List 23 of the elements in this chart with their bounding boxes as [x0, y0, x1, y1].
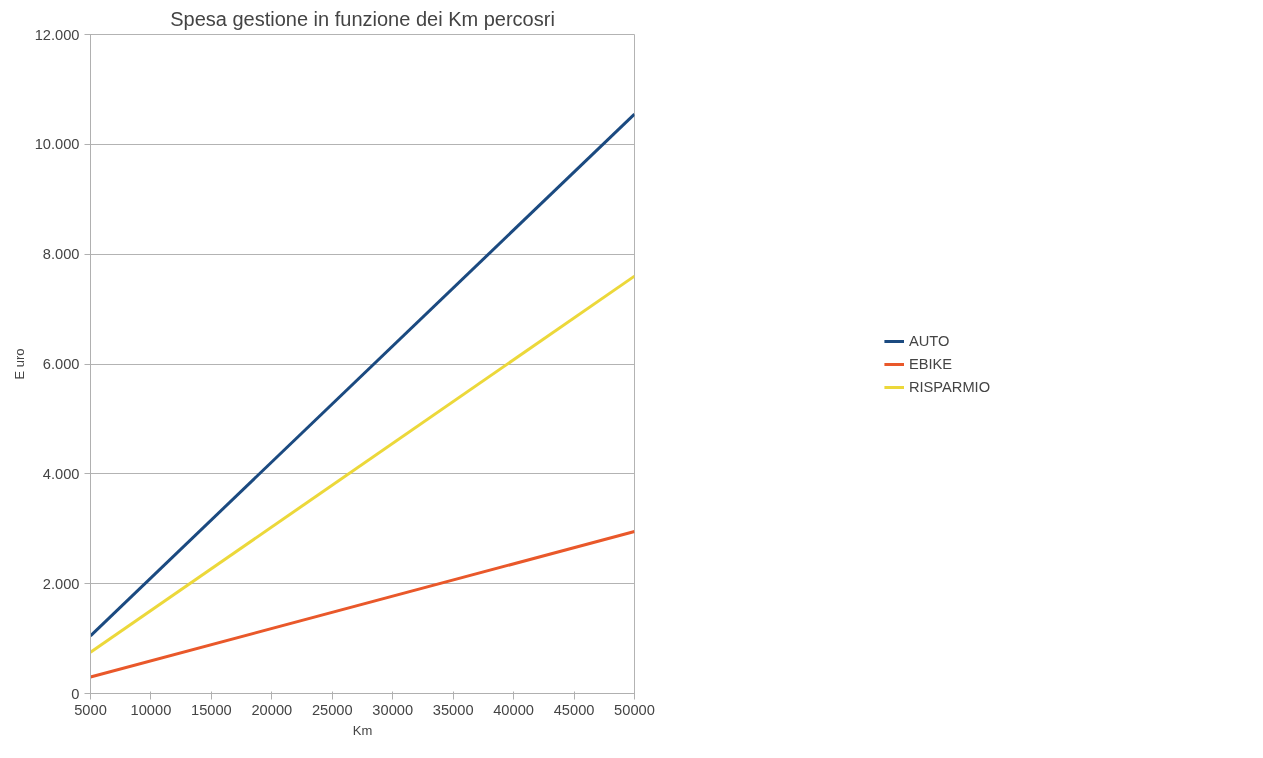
- y-tick-label: 8.000: [42, 246, 80, 263]
- chart-title: Spesa gestione in funzione dei Km percosri: [170, 7, 555, 30]
- x-tick-label: 15000: [191, 701, 232, 718]
- x-tick-label: 50000: [614, 701, 655, 718]
- y-tick-label: 10.000: [34, 136, 80, 153]
- x-tick-label: 20000: [251, 701, 293, 718]
- x-tick-label: 5000: [74, 701, 107, 718]
- x-tick-label: 10000: [130, 701, 172, 718]
- x-tick-label: 45000: [553, 701, 595, 718]
- x-tick-label: 30000: [372, 701, 414, 718]
- x-tick-label: 35000: [432, 701, 474, 718]
- legend-label: EBIKE: [908, 355, 953, 372]
- x-tick-label: 40000: [493, 701, 534, 718]
- x-tick-label: 25000: [311, 701, 353, 718]
- y-tick-label: 6.000: [42, 356, 80, 372]
- y-tick-label: 12.000: [34, 26, 80, 43]
- legend-label: AUTO: [908, 332, 950, 349]
- y-tick-label: 4.000: [42, 465, 80, 482]
- y-tick-label: 0: [71, 685, 80, 702]
- y-axis-title: E uro: [11, 348, 27, 380]
- x-axis-title: Km: [352, 722, 373, 738]
- legend-label: RISPARMIO: [908, 378, 991, 395]
- y-tick-label: 2.000: [42, 575, 80, 592]
